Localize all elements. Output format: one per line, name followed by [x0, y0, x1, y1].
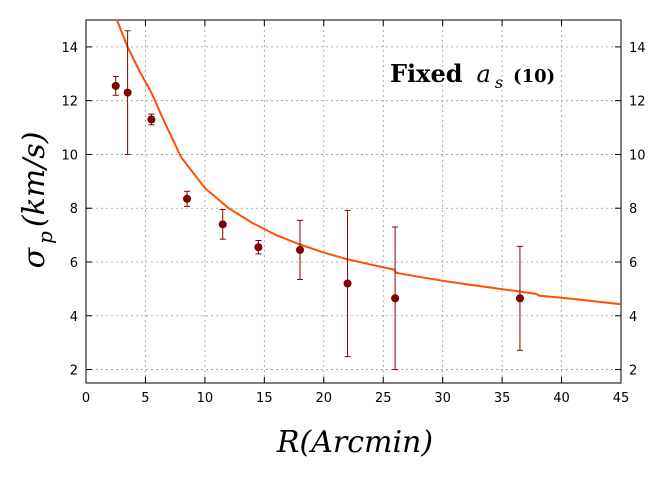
data-point: [183, 194, 192, 203]
x-tick-label: 10: [197, 391, 214, 406]
title-subscript: s: [495, 73, 503, 92]
data-point: [343, 279, 352, 288]
data-point: [391, 294, 400, 303]
y-tick-label-right: 6: [629, 256, 637, 271]
y-label-rest: (km/s): [17, 132, 52, 228]
chart-title: Fixed a s (10): [390, 59, 555, 92]
title-bold: Fixed: [390, 59, 463, 88]
title-suffix: (10): [513, 66, 555, 87]
y-label-subscript: p: [33, 231, 57, 244]
data-point: [147, 115, 156, 124]
data-point: [515, 294, 524, 303]
x-tick-label: 30: [434, 391, 451, 406]
y-tick-label-right: 14: [629, 41, 646, 56]
x-tick-label: 15: [256, 391, 273, 406]
model-curve: [115, 19, 622, 306]
data-point: [123, 88, 132, 97]
y-tick-label: 2: [70, 364, 78, 379]
y-tick-label: 14: [61, 41, 78, 56]
y-tick-label: 4: [70, 310, 78, 325]
y-tick-label-right: 8: [629, 202, 637, 217]
x-tick-label: 40: [553, 391, 570, 406]
x-tick-label: 35: [494, 391, 511, 406]
x-tick-label: 20: [316, 391, 333, 406]
axis-ticks: 0 5 10 15 20 25 30 35 40 45 2 2 4 4 6 6 8 8 10 10 12 12 14 14: [61, 20, 646, 406]
y-tick-label-right: 10: [629, 148, 646, 163]
y-tick-label-right: 12: [629, 95, 646, 110]
data-point: [111, 81, 120, 90]
plot-frame: [85, 19, 622, 384]
x-tick-label: 0: [82, 391, 90, 406]
data-point: [295, 245, 304, 254]
y-tick-label: 12: [61, 95, 78, 110]
data-point: [218, 220, 227, 229]
x-axis-label: R(Arcmin): [276, 425, 433, 460]
y-tick-label-right: 4: [629, 310, 637, 325]
y-tick-label: 8: [70, 202, 78, 217]
y-tick-label: 10: [61, 148, 78, 163]
title-symbol: a: [477, 60, 491, 88]
data-point: [254, 243, 263, 252]
data-points-group: [111, 30, 524, 371]
x-tick-label: 45: [613, 391, 630, 406]
y-tick-label: 6: [70, 256, 78, 271]
x-tick-label: 5: [141, 391, 149, 406]
x-tick-label: 25: [375, 391, 392, 406]
y-tick-label-right: 2: [629, 364, 637, 379]
grid: [86, 20, 621, 383]
y-axis-label: σ p (km/s): [17, 132, 57, 269]
model-curve-group: [115, 19, 622, 306]
y-label-symbol: σ: [17, 246, 52, 268]
